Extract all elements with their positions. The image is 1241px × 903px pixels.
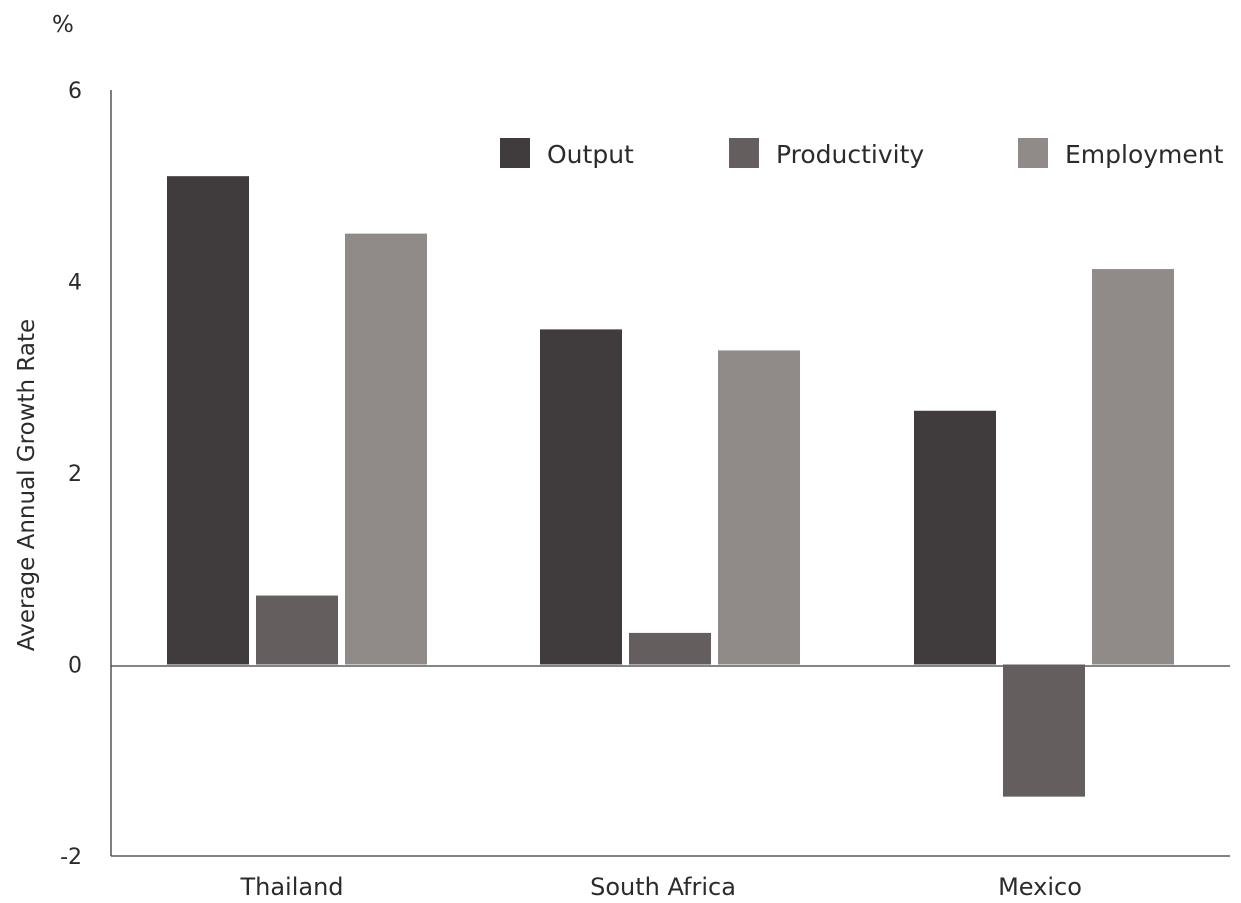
legend-label-productivity: Productivity: [776, 140, 924, 169]
bar-productivity-thailand: [256, 595, 338, 665]
y-tick-label: 6: [68, 79, 82, 104]
legend-label-employment: Employment: [1065, 140, 1224, 169]
category-label: Mexico: [998, 873, 1082, 901]
bar-employment-south-africa: [718, 350, 800, 665]
bar-productivity-mexico: [1003, 664, 1085, 797]
category-label: South Africa: [590, 873, 736, 901]
legend-swatch-output: [500, 138, 530, 168]
bar-output-mexico: [914, 410, 996, 665]
legend: Output Productivity Employment: [500, 138, 1224, 169]
y-tick-labels: 6 4 2 0 -2: [60, 79, 82, 870]
bar-productivity-south-africa: [629, 632, 711, 665]
unit-label: %: [52, 12, 74, 38]
y-tick-label: 0: [68, 654, 82, 679]
category-labels: Thailand South Africa Mexico: [239, 873, 1081, 901]
bar-output-thailand: [167, 176, 249, 665]
category-label: Thailand: [239, 873, 343, 901]
y-tick-label: 4: [68, 271, 82, 296]
legend-swatch-productivity: [729, 138, 759, 168]
y-tick-label: -2: [60, 845, 82, 870]
bar-employment-thailand: [345, 233, 427, 665]
bars: [167, 176, 1174, 797]
legend-swatch-employment: [1018, 138, 1048, 168]
legend-label-output: Output: [547, 140, 634, 169]
bar-employment-mexico: [1092, 269, 1174, 665]
bar-output-south-africa: [540, 329, 622, 665]
y-tick-label: 2: [68, 462, 82, 487]
y-axis-title: Average Annual Growth Rate: [14, 319, 40, 651]
